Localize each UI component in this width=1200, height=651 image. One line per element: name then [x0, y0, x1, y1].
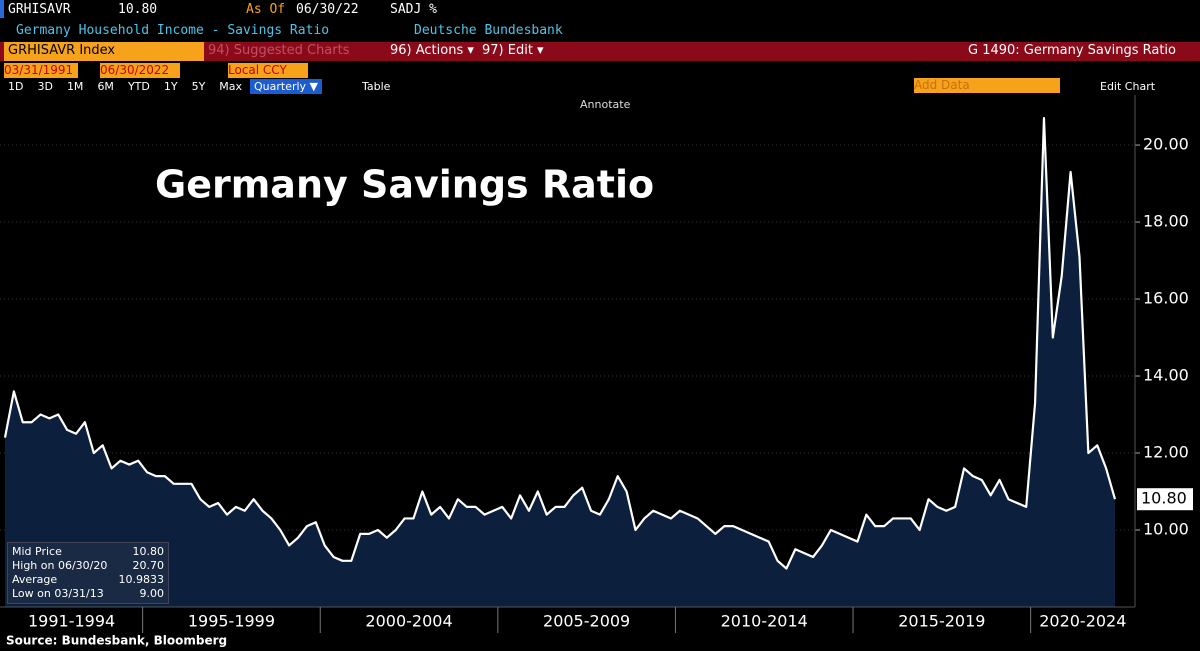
edit-chart[interactable]: Edit Chart — [1100, 80, 1156, 93]
range-button[interactable]: YTD — [127, 80, 150, 93]
ticker: GRHISAVR — [8, 2, 71, 17]
x-tick-label: 2020-2024 — [1039, 612, 1126, 631]
source-org: Deutsche Bundesbank — [414, 23, 563, 38]
price: 10.80 — [118, 2, 158, 17]
x-tick-label: 2000-2004 — [365, 612, 452, 631]
toolbar-bar — [0, 42, 1200, 61]
last-value-label: 10.80 — [1141, 489, 1187, 508]
security-field[interactable]: GRHISAVR Index — [4, 42, 204, 61]
x-tick-label: 1991-1994 — [28, 612, 115, 631]
range-button[interactable]: 1D — [8, 80, 24, 93]
chart-id: G 1490: Germany Savings Ratio — [968, 43, 1176, 58]
legend-value: 20.70 — [132, 559, 165, 572]
x-tick-label: 2005-2009 — [543, 612, 630, 631]
legend-value: 10.9833 — [118, 573, 165, 586]
legend-row: Average 10.9833 — [12, 573, 164, 587]
line — [3, 116, 1117, 570]
last-value-box — [1137, 488, 1193, 511]
legend-row: Low on 03/31/13 9.00 — [12, 587, 164, 601]
y-tick-label: 10.00 — [1143, 520, 1189, 539]
add-data[interactable]: Add Data — [914, 78, 1060, 93]
suggested-charts[interactable]: 94) Suggested Charts — [208, 43, 350, 58]
as-of: 06/30/22 — [296, 2, 359, 17]
legend-value: 9.00 — [139, 587, 165, 600]
description: Germany Household Income - Savings Ratio — [16, 23, 330, 38]
chart-title: Germany Savings Ratio — [155, 163, 654, 207]
table[interactable]: Table — [362, 80, 391, 93]
x-tick-label: 1995-1999 — [188, 612, 275, 631]
source: Source: Bundesbank, Bloomberg — [6, 634, 227, 648]
legend-label: High on 06/30/20 — [12, 559, 108, 572]
legend-row: Mid Price 10.80 — [12, 545, 164, 559]
legend-row: High on 06/30/20 20.70 — [12, 559, 164, 573]
y-tick-label: 12.00 — [1143, 443, 1189, 462]
range-button[interactable]: 6M — [97, 80, 114, 93]
marker — [0, 0, 4, 18]
legend: Mid Price 10.80 High on 06/30/20 20.70 Avera… — [7, 542, 169, 604]
actions[interactable]: 96) Actions ▾ — [390, 43, 474, 58]
start-date[interactable]: 03/31/1991 — [4, 63, 78, 78]
area — [5, 118, 1115, 607]
y-tick-label: 16.00 — [1143, 289, 1189, 308]
range-button[interactable]: 5Y — [191, 80, 206, 93]
x-tick-label: 2015-2019 — [898, 612, 985, 631]
range-buttons: 1D 3D 1M 6M YTD 1Y 5Y Max — [8, 78, 242, 96]
units: SADJ % — [390, 2, 437, 17]
range-button[interactable]: 1Y — [163, 80, 178, 93]
end-date[interactable]: 06/30/2022 — [100, 63, 180, 78]
range-button[interactable]: 1M — [66, 80, 84, 93]
legend-label: Mid Price — [12, 545, 62, 558]
y-tick-label: 14.00 — [1143, 366, 1189, 385]
as-of-label: As Of — [246, 2, 286, 17]
annotate[interactable]: Annotate — [580, 98, 631, 111]
edit[interactable]: 97) Edit ▾ — [482, 43, 544, 58]
legend-label: Average — [12, 573, 58, 586]
y-tick-label: 20.00 — [1143, 135, 1189, 154]
y-tick-label: 18.00 — [1143, 212, 1189, 231]
legend-value: 10.80 — [132, 545, 165, 558]
range-button[interactable]: 3D — [37, 80, 53, 93]
range-button[interactable]: Max — [219, 80, 243, 93]
chart-body: 10.00 12.00 14.00 16.00 18.00 20.00 10.80 1991-… — [0, 95, 1193, 633]
currency[interactable]: Local CCY — [228, 63, 308, 78]
frequency[interactable]: Quarterly ▼ — [250, 79, 323, 94]
legend-label: Low on 03/31/13 — [12, 587, 104, 600]
x-tick-label: 2010-2014 — [721, 612, 808, 631]
